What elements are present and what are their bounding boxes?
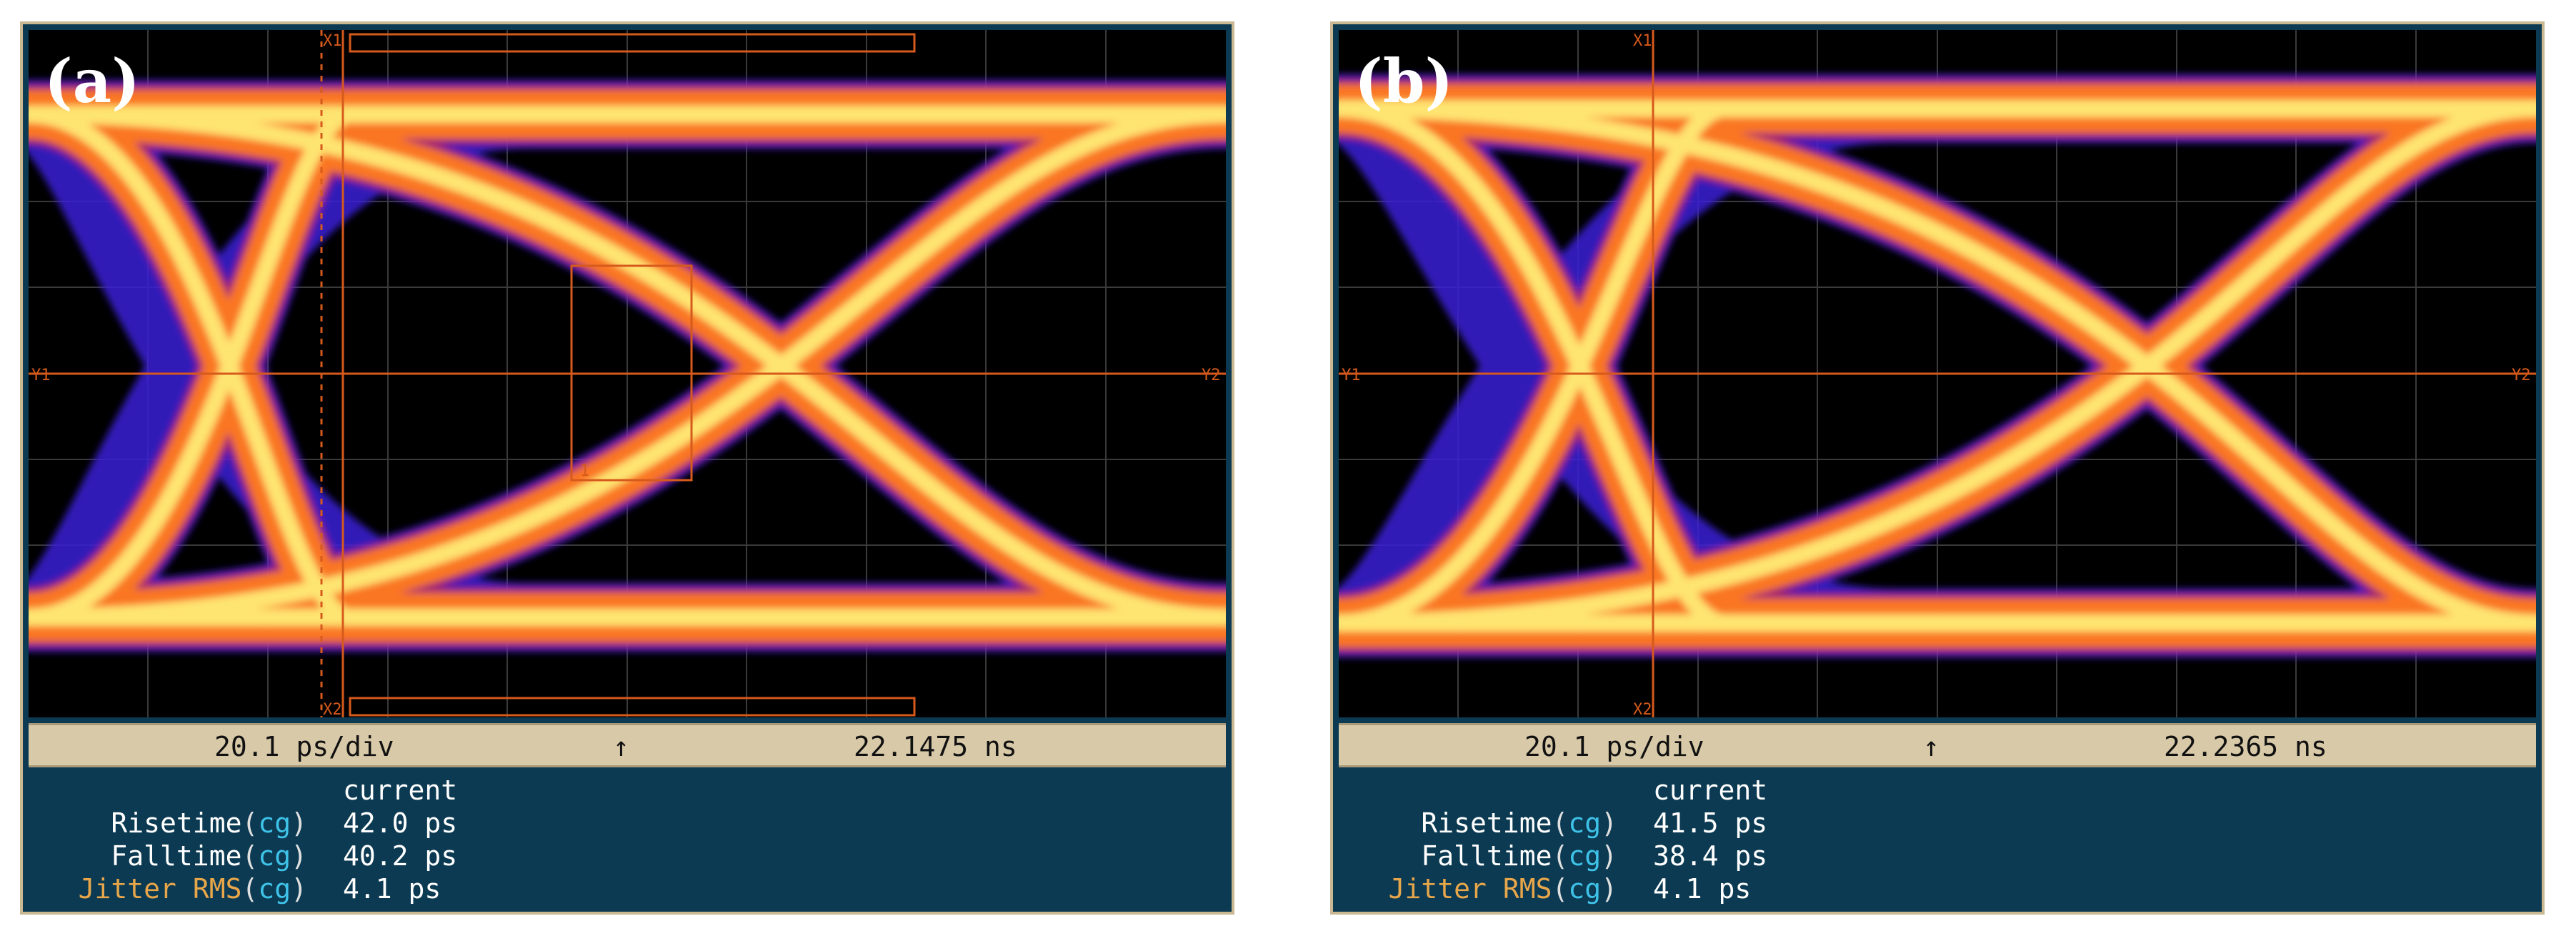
eye-diagram-b: X1 X2 Y1 Y2 xyxy=(1339,30,2536,717)
measurement-name: Risetime xyxy=(111,807,242,839)
measurement-name: Jitter RMS xyxy=(1388,873,1552,905)
eye-diagram-screen-b: X1 X2 Y1 Y2 (b) xyxy=(1339,30,2536,717)
eye-diagram-screen-a: X1 X2 Y1 Y2 1 (a) xyxy=(29,30,1226,717)
measurement-qualifier: cg xyxy=(1568,840,1602,872)
y1-marker-label-b: Y1 xyxy=(1342,367,1361,384)
eye-traces-b xyxy=(1339,74,2536,657)
timebase-scale-a: 20.1 ps/div xyxy=(214,731,394,762)
measurement-header-a: current xyxy=(343,775,458,806)
measurement-readout-a: current Risetime(cg) 42.0 ps Falltime(cg… xyxy=(78,775,458,905)
panel-label-b: (b) xyxy=(1354,46,1454,116)
timebase-scale-b: 20.1 ps/div xyxy=(1524,731,1704,762)
y2-marker-label-a: Y2 xyxy=(1202,367,1221,384)
measurement-qualifier: cg xyxy=(1568,807,1602,839)
measurement-qualifier: cg xyxy=(258,873,291,905)
x2-marker-label-b: X2 xyxy=(1633,701,1652,717)
panel-label-a: (a) xyxy=(44,46,140,116)
x1-marker-label-b: X1 xyxy=(1633,32,1652,50)
measurement-header-b: current xyxy=(1653,775,1768,806)
x1-marker-label-a: X1 xyxy=(323,32,342,50)
y2-marker-label-b: Y2 xyxy=(2512,367,2531,384)
horizontal-position-b: 22.2365 ns xyxy=(2164,731,2327,762)
oscilloscope-panel-a: X1 X2 Y1 Y2 1 (a) 20.1 ps/div ↑ 22.1475 … xyxy=(20,21,1234,915)
measurement-name: Jitter RMS xyxy=(78,873,242,905)
mask-marker-label-a: 1 xyxy=(580,462,589,480)
measurement-name: Falltime xyxy=(111,840,242,872)
markers-b xyxy=(1339,30,2536,717)
status-bar-b: 20.1 ps/div ↑ 22.2365 ns xyxy=(1339,723,2536,767)
measurement-name: Risetime xyxy=(1421,807,1552,839)
markers-a xyxy=(29,30,1226,717)
y1-marker-label-a: Y1 xyxy=(31,367,51,384)
x2-marker-label-a: X2 xyxy=(323,701,342,717)
measurement-name: Falltime xyxy=(1421,840,1552,872)
horizontal-position-a: 22.1475 ns xyxy=(854,731,1017,762)
measurement-value: 4.1 ps xyxy=(343,873,441,905)
measurement-value: 41.5 ps xyxy=(1653,807,1768,839)
trigger-arrow-icon-b: ↑ xyxy=(1923,731,1940,762)
measurement-qualifier: cg xyxy=(258,807,291,839)
measurement-value: 42.0 ps xyxy=(343,807,458,839)
measurement-qualifier: cg xyxy=(258,840,291,872)
measurement-value: 40.2 ps xyxy=(343,840,458,872)
measurement-readout-b: current Risetime(cg) 41.5 ps Falltime(cg… xyxy=(1388,775,1768,905)
oscilloscope-panel-b: X1 X2 Y1 Y2 (b) 20.1 ps/div ↑ 22.2365 ns… xyxy=(1330,21,2545,915)
measurement-value: 4.1 ps xyxy=(1653,873,1752,905)
measurement-qualifier: cg xyxy=(1568,873,1602,905)
status-bar-a: 20.1 ps/div ↑ 22.1475 ns xyxy=(29,723,1226,767)
trigger-arrow-icon-a: ↑ xyxy=(613,731,629,762)
eye-diagram-a: X1 X2 Y1 Y2 1 xyxy=(29,30,1226,717)
measurement-value: 38.4 ps xyxy=(1653,840,1768,872)
eye-traces-a xyxy=(29,80,1226,652)
